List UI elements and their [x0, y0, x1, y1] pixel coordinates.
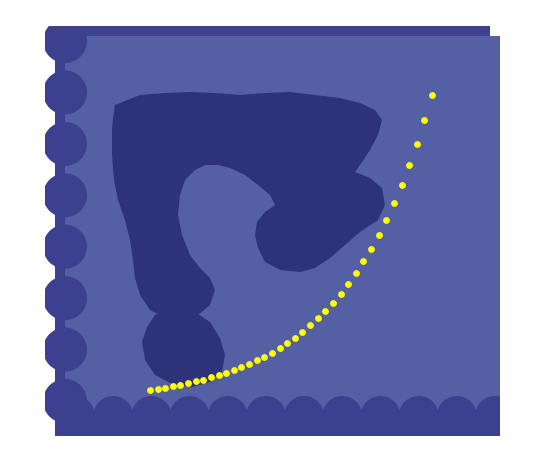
- Circle shape: [475, 396, 515, 436]
- Point: [260, 353, 269, 360]
- Point: [252, 357, 261, 364]
- Point: [245, 360, 254, 368]
- Point: [351, 269, 360, 277]
- Point: [207, 374, 216, 381]
- Point: [283, 339, 292, 347]
- Point: [268, 349, 277, 356]
- Circle shape: [55, 396, 95, 436]
- Circle shape: [322, 396, 362, 436]
- Circle shape: [43, 328, 87, 371]
- Circle shape: [43, 379, 87, 423]
- Point: [359, 258, 368, 265]
- Circle shape: [399, 396, 438, 436]
- Point: [427, 91, 436, 99]
- Polygon shape: [0, 436, 560, 466]
- Polygon shape: [55, 16, 510, 456]
- Point: [397, 181, 406, 189]
- Point: [237, 363, 246, 371]
- Point: [328, 299, 337, 306]
- Polygon shape: [490, 0, 560, 36]
- Circle shape: [437, 396, 477, 436]
- Circle shape: [43, 173, 87, 217]
- Point: [306, 322, 315, 329]
- Circle shape: [43, 122, 87, 166]
- Circle shape: [93, 396, 133, 436]
- Point: [275, 344, 284, 352]
- Point: [176, 381, 185, 389]
- Point: [389, 199, 398, 207]
- Point: [161, 384, 170, 391]
- Point: [146, 386, 155, 394]
- Circle shape: [43, 276, 87, 320]
- Point: [313, 315, 322, 322]
- Circle shape: [132, 396, 171, 436]
- Point: [336, 290, 345, 297]
- Point: [298, 328, 307, 336]
- Polygon shape: [0, 0, 45, 466]
- Circle shape: [284, 396, 324, 436]
- Circle shape: [43, 225, 87, 269]
- Polygon shape: [142, 310, 225, 387]
- Point: [412, 140, 421, 148]
- Point: [321, 307, 330, 315]
- Point: [382, 216, 391, 223]
- Point: [420, 117, 429, 124]
- Point: [169, 383, 178, 390]
- Circle shape: [208, 396, 248, 436]
- Point: [192, 378, 200, 385]
- Point: [214, 371, 223, 379]
- Circle shape: [43, 19, 87, 63]
- Circle shape: [43, 70, 87, 115]
- Point: [344, 280, 353, 288]
- Polygon shape: [112, 92, 385, 320]
- Point: [374, 231, 383, 239]
- Polygon shape: [0, 0, 560, 26]
- Circle shape: [246, 396, 286, 436]
- Point: [405, 162, 414, 169]
- Point: [153, 385, 162, 392]
- Polygon shape: [500, 0, 560, 466]
- Point: [230, 366, 239, 374]
- Circle shape: [361, 396, 400, 436]
- Point: [290, 334, 299, 342]
- Point: [367, 245, 376, 252]
- Point: [222, 369, 231, 377]
- Point: [199, 376, 208, 384]
- Circle shape: [170, 396, 209, 436]
- Polygon shape: [65, 36, 500, 416]
- Point: [184, 379, 193, 387]
